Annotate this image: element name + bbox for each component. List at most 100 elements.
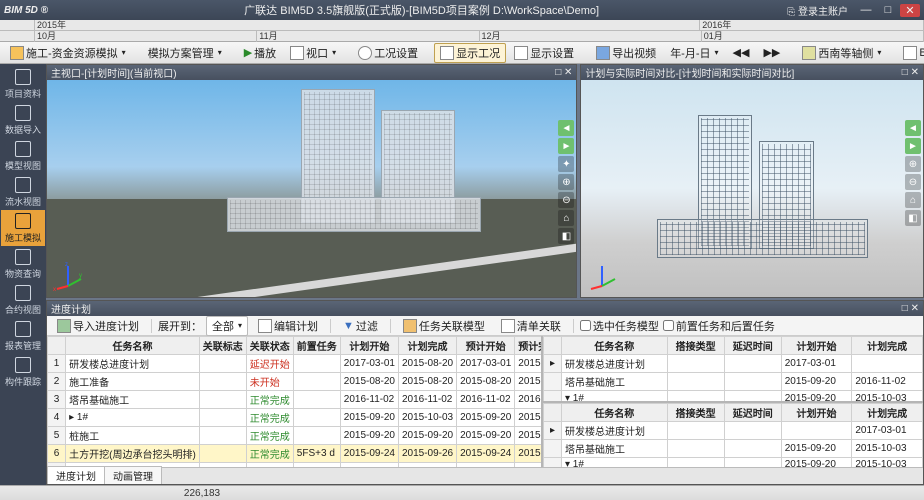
sidebar-item[interactable]: 模型视图 [1, 138, 45, 174]
video-icon [596, 46, 610, 60]
next-button[interactable]: ▶▶ [757, 44, 786, 61]
col-header[interactable]: 任务名称 [66, 337, 200, 355]
chk-selected-task[interactable]: 选中任务模型 [580, 318, 659, 334]
axis-gizmo: zyx [53, 261, 83, 291]
sidebar-item[interactable]: 项目资料 [1, 66, 45, 102]
module-icon [15, 213, 31, 229]
table-row[interactable]: ▸研发楼总进度计划2017-03-01 [544, 421, 923, 439]
table-row[interactable]: ▾ 1#2015-09-202015-10-03 [544, 391, 923, 403]
scheme-manage-button[interactable]: 模拟方案管理 [142, 43, 228, 63]
timeline-ruler[interactable]: 2015年 2016年 10月 11月 12月 01月 [0, 20, 924, 42]
table-row[interactable]: 6 土方开挖(周边承台挖头明排)正常完成5FS+3 d2015-09-24201… [48, 445, 544, 463]
maximize-button[interactable]: □ [878, 4, 898, 16]
col-header[interactable]: 计划开始 [781, 337, 852, 355]
viewport-3d-compare[interactable]: ◄ ► ⊕ ⊖ ⌂ ◧ [581, 80, 923, 297]
sidebar-item[interactable]: 合约视图 [1, 282, 45, 318]
col-header[interactable]: 计划完成 [398, 337, 456, 355]
close-button[interactable]: ✕ [900, 4, 920, 17]
login-link[interactable]: ⎘ 登录主账户 [787, 3, 848, 18]
play-button[interactable]: ▶播放 [238, 43, 282, 63]
display-setting-button[interactable]: 显示设置 [508, 43, 580, 63]
viewport-tool[interactable]: ⊖ [905, 174, 921, 190]
col-header[interactable]: 关联标志 [199, 337, 246, 355]
list-icon [501, 319, 515, 333]
col-header[interactable]: 计划开始 [781, 403, 852, 421]
viewport-tool[interactable]: ◧ [905, 210, 921, 226]
col-header[interactable]: 计划开始 [340, 337, 398, 355]
table-row[interactable]: ▸研发楼总进度计划2017-03-01 [544, 355, 923, 373]
sidebar-item[interactable]: 报表管理 [1, 318, 45, 354]
sidebar-item[interactable]: 流水视图 [1, 174, 45, 210]
pane-buttons[interactable]: □ ✕ [902, 67, 919, 78]
task-model-button[interactable]: 任务关联模型 [397, 316, 491, 336]
tab-animation[interactable]: 动画管理 [104, 466, 162, 484]
workstate-set-button[interactable]: 工况设置 [352, 43, 424, 63]
date-format-combo[interactable]: 年-月-日 [664, 43, 724, 63]
export-video-button[interactable]: 导出视频 [590, 43, 662, 63]
col-header[interactable]: 计划完成 [852, 337, 923, 355]
col-header[interactable] [544, 403, 562, 421]
svg-text:x: x [53, 287, 56, 291]
chk-predecessor[interactable]: 前置任务和后置任务 [663, 318, 775, 334]
col-header[interactable]: 任务名称 [562, 337, 668, 355]
col-header[interactable]: 搭接类型 [667, 337, 724, 355]
pane-buttons[interactable]: □ ✕ [902, 303, 919, 314]
predecessor-grid[interactable]: 任务名称搭接类型延迟时间计划开始计划完成▸研发楼总进度计划2017-03-01 … [543, 336, 923, 403]
table-row[interactable]: 3 塔吊基础施工正常完成2016-11-022016-11-022016-11-… [48, 391, 544, 409]
viewport-tool[interactable]: ⊕ [905, 156, 921, 172]
col-header[interactable]: 预计完成 [515, 337, 543, 355]
sidebar-item[interactable]: 构件跟踪 [1, 354, 45, 390]
table-row[interactable]: 塔吊基础施工2015-09-202016-11-02 [544, 373, 923, 391]
viewport-tool[interactable]: ⊖ [558, 192, 574, 208]
expand-to-combo[interactable]: 全部 [206, 316, 248, 336]
prev-button[interactable]: ◀◀ [727, 44, 756, 61]
list-link-button[interactable]: 清单关联 [495, 316, 567, 336]
schedule-grid-left[interactable]: 任务名称关联标志关联状态前置任务计划开始计划完成预计开始预计完成实际1研发楼总进… [47, 336, 543, 467]
schedule-panel: 进度计划□ ✕ 导入进度计划 展开到： 全部 编辑计划 ▼过滤 任务关联模型 清… [46, 300, 924, 485]
viewport-tool[interactable]: ⊕ [558, 174, 574, 190]
col-header[interactable]: 延迟时间 [724, 337, 781, 355]
viewport-tool[interactable]: ► [905, 138, 921, 154]
show-workstate-button[interactable]: 显示工况 [434, 43, 506, 63]
tab-schedule[interactable]: 进度计划 [47, 466, 105, 484]
pane-buttons[interactable]: □ ✕ [555, 67, 572, 78]
col-header[interactable]: 预计开始 [457, 337, 515, 355]
viewport-3d-main[interactable]: ◄ ► ✦ ⊕ ⊖ ⌂ ◧ zyx [47, 80, 576, 297]
view-orientation-combo[interactable]: 西南等轴侧 [796, 43, 887, 63]
table-row[interactable]: 1研发楼总进度计划延迟开始2017-03-012015-08-202017-03… [48, 355, 544, 373]
minimize-button[interactable]: — [856, 4, 876, 16]
viewport-tool[interactable]: ✦ [558, 156, 574, 172]
module-icon [15, 249, 31, 265]
edit-plan-button[interactable]: 编辑计划 [252, 316, 324, 336]
viewport-tool[interactable]: ⌂ [905, 192, 921, 208]
col-header[interactable]: 前置任务 [293, 337, 340, 355]
successor-grid[interactable]: 任务名称搭接类型延迟时间计划开始计划完成▸研发楼总进度计划2017-03-01 … [543, 403, 923, 468]
viewport-tool[interactable]: ◄ [558, 120, 574, 136]
viewport-tool[interactable]: ◧ [558, 228, 574, 244]
col-header[interactable]: 延迟时间 [724, 403, 781, 421]
viewport-tool[interactable]: ⌂ [558, 210, 574, 226]
viewport-button[interactable]: 视口 [284, 43, 342, 63]
col-header[interactable]: 关联状态 [246, 337, 293, 355]
col-header[interactable]: 任务名称 [562, 403, 668, 421]
sidebar-item[interactable]: 数据导入 [1, 102, 45, 138]
import-schedule-button[interactable]: 导入进度计划 [51, 316, 145, 336]
sidebar-item[interactable]: 施工模拟 [1, 210, 45, 246]
col-header[interactable]: 计划完成 [852, 403, 923, 421]
viewport-tool[interactable]: ◄ [905, 120, 921, 136]
table-row[interactable]: 5 桩施工正常完成2015-09-202015-09-202015-09-202… [48, 427, 544, 445]
table-row[interactable]: ▾ 1#2015-09-202015-10-03 [544, 457, 923, 467]
sidebar-item[interactable]: 物资查询 [1, 246, 45, 282]
col-header[interactable] [48, 337, 66, 355]
sim-mode-combo[interactable]: 施工-资金资源模拟 [4, 43, 132, 63]
viewport-tool[interactable]: ► [558, 138, 574, 154]
table-row[interactable]: 塔吊基础施工2015-09-202015-10-03 [544, 439, 923, 457]
viewport-compare-pane: 计划与实际时间对比-[计划时间和实际时间对比]□ ✕ ◄►⊕⊖⌂◧ [580, 64, 924, 298]
module-icon [15, 69, 31, 85]
table-row[interactable]: 4 ▸ 1#正常完成2015-09-202015-10-032015-09-20… [48, 409, 544, 427]
table-row[interactable]: 2 施工准备未开始2015-08-202015-08-202015-08-202… [48, 373, 544, 391]
tools-combo[interactable]: B [897, 44, 924, 62]
col-header[interactable] [544, 337, 562, 355]
filter-button[interactable]: ▼过滤 [337, 316, 384, 336]
col-header[interactable]: 搭接类型 [667, 403, 724, 421]
